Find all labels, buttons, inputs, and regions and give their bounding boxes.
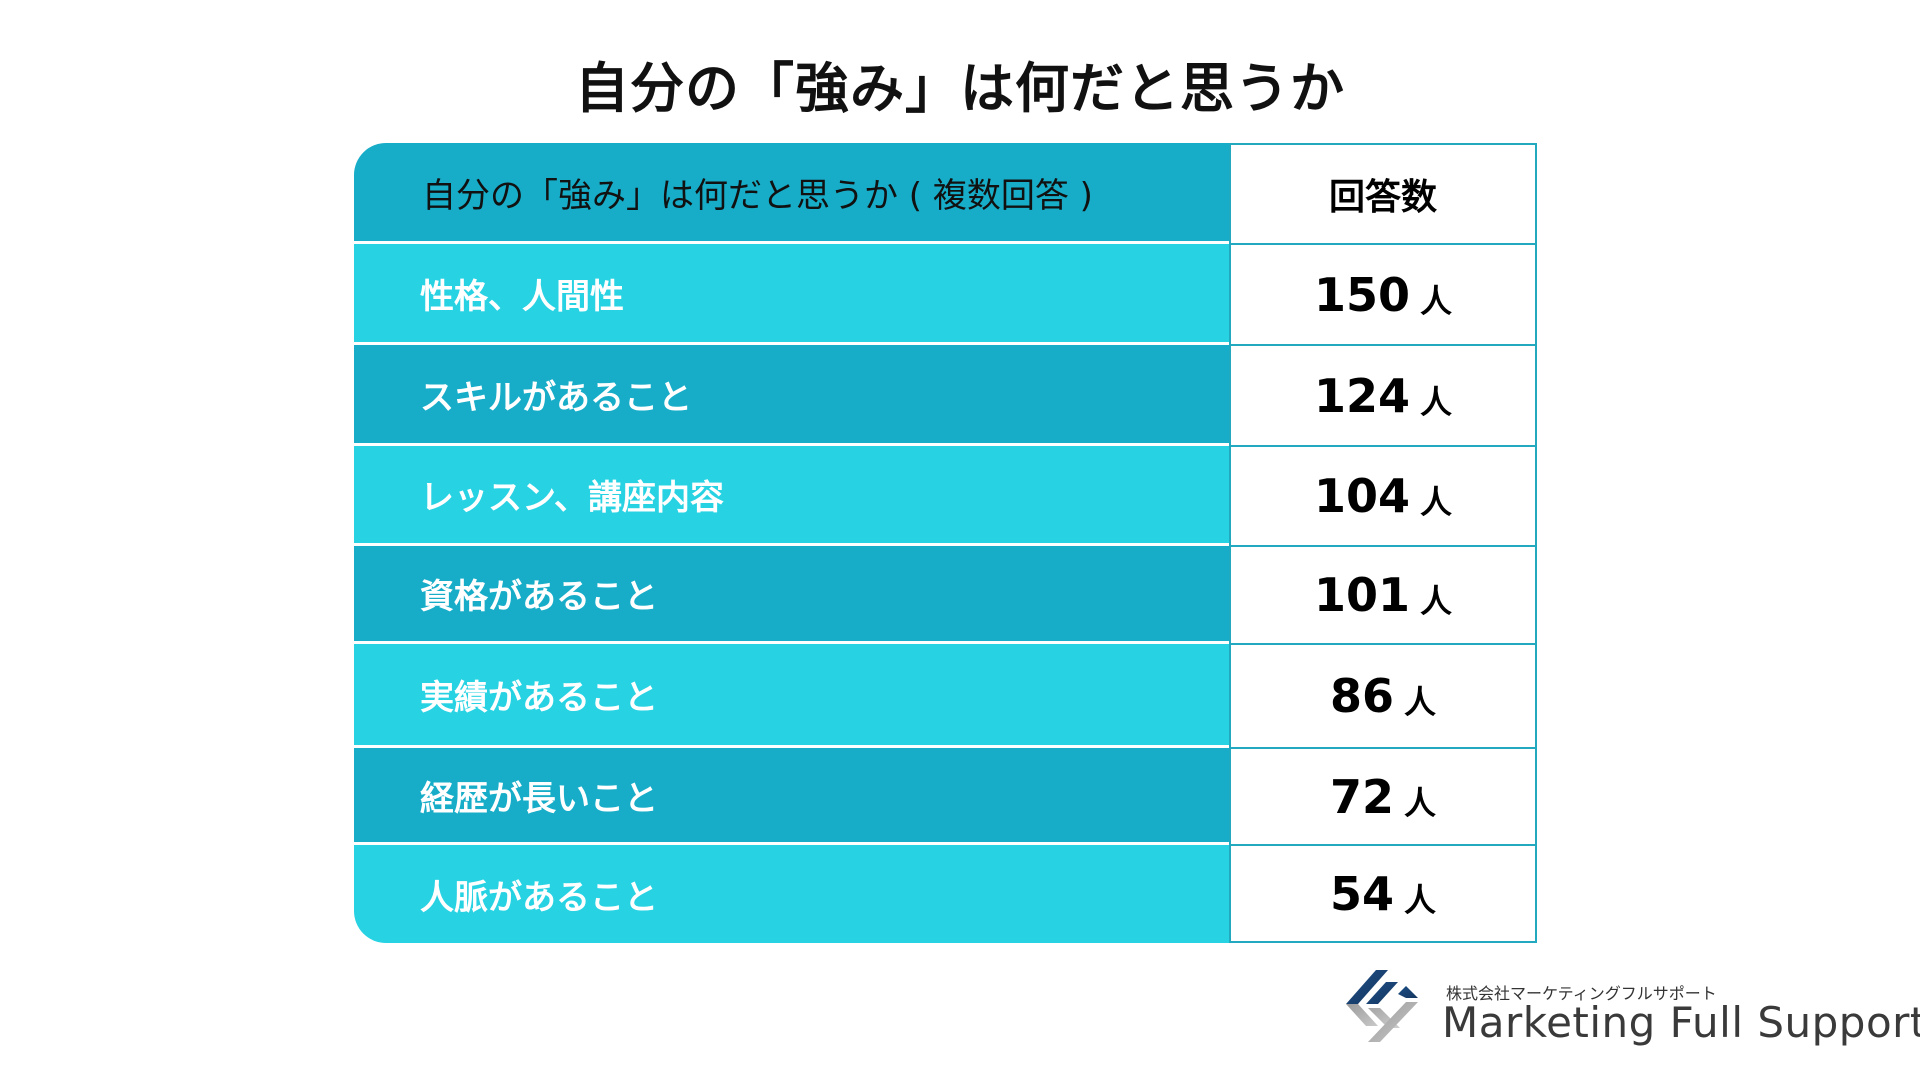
table-header-question: 自分の「強み」は何だと思うか ( 複数回答 ) — [354, 143, 1229, 241]
count-value: 101 — [1313, 568, 1410, 622]
table-row-label: レッスン、講座内容 — [354, 446, 1229, 543]
count-unit: 人 — [1420, 582, 1453, 620]
table-row-count: 150 人 — [1231, 243, 1535, 344]
count-value: 54 — [1329, 866, 1394, 921]
table-row-count: 54 人 — [1231, 844, 1535, 941]
company-logo: 株式会社マーケティングフルサポート Marketing Full Support — [1346, 962, 1920, 1052]
table-row-label: 性格、人間性 — [354, 244, 1229, 342]
table-row-label: 実績があること — [354, 644, 1229, 745]
logo-mark-icon — [1346, 970, 1418, 1042]
table-row-count: 72 人 — [1231, 747, 1535, 844]
question-column: 自分の「強み」は何だと思うか ( 複数回答 ) 性格、人間性 スキルがあること … — [354, 143, 1229, 943]
count-unit: 人 — [1420, 382, 1453, 421]
count-value: 72 — [1329, 769, 1394, 824]
table-row-count: 104 人 — [1231, 445, 1535, 545]
logo-company-en: Marketing Full Support — [1442, 998, 1920, 1047]
table-row-count: 101 人 — [1231, 545, 1535, 643]
count-unit: 人 — [1420, 483, 1453, 521]
table-row-label: スキルがあること — [354, 345, 1229, 443]
count-unit: 人 — [1420, 281, 1453, 320]
table-row-count: 86 人 — [1231, 643, 1535, 747]
count-unit: 人 — [1404, 880, 1437, 919]
logo-company-jp: 株式会社マーケティングフルサポート — [1446, 984, 1717, 1003]
table-row-label: 人脈があること — [354, 845, 1229, 943]
count-unit: 人 — [1404, 783, 1437, 822]
count-value: 104 — [1313, 469, 1410, 523]
count-value: 124 — [1313, 368, 1410, 423]
strengths-table: 自分の「強み」は何だと思うか ( 複数回答 ) 性格、人間性 スキルがあること … — [354, 143, 1537, 943]
count-value: 86 — [1329, 669, 1394, 723]
table-header-count: 回答数 — [1231, 145, 1535, 243]
count-header-label: 回答数 — [1328, 177, 1437, 218]
table-row-count: 124 人 — [1231, 344, 1535, 445]
count-unit: 人 — [1404, 683, 1437, 721]
count-column: 回答数 150 人 124 人 104 人 101 人 86 人 72 人 54 人 — [1229, 143, 1537, 943]
table-row-label: 経歴が長いこと — [354, 748, 1229, 842]
page-title: 自分の「強み」は何だと思うか — [575, 57, 1345, 120]
count-value: 150 — [1313, 267, 1410, 322]
table-row-label: 資格があること — [354, 546, 1229, 641]
